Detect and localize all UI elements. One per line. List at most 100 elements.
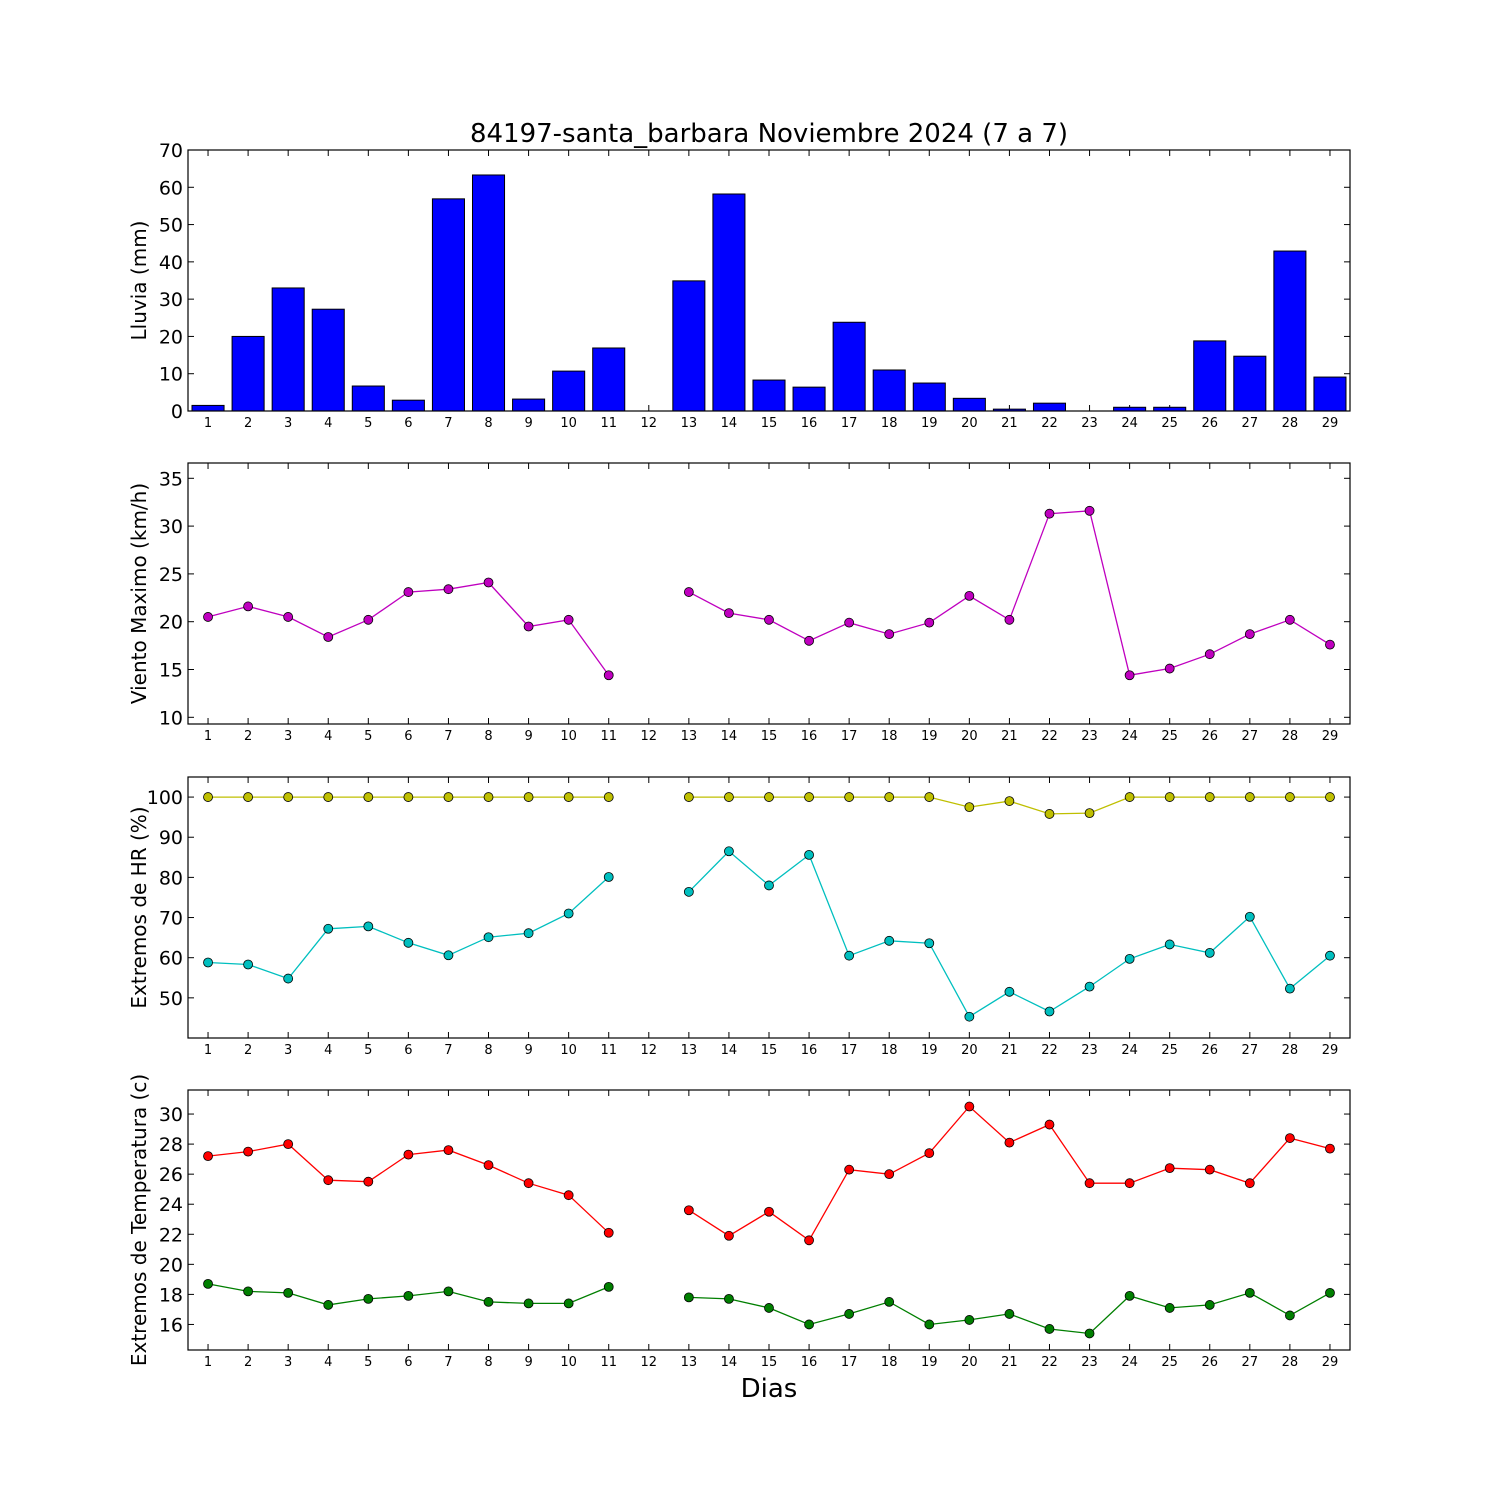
- humidity-xtick-label: 17: [841, 1043, 858, 1058]
- temperature-xtick-label: 5: [364, 1355, 372, 1370]
- temperature-series-1-point: [1164, 1303, 1175, 1313]
- humidity-xtick-label: 7: [444, 1043, 452, 1058]
- rainfall-xtick-label: 26: [1201, 416, 1218, 431]
- humidity-series-1-point: [283, 973, 294, 984]
- wind-xtick-label: 6: [404, 729, 412, 744]
- rainfall-bar: [471, 174, 506, 412]
- wind-series-0-point: [924, 617, 935, 628]
- rainfall-xtick-label: 7: [444, 416, 452, 431]
- temperature-series-0-point: [1284, 1133, 1295, 1143]
- rainfall-xtick-label: 17: [841, 416, 858, 431]
- humidity-series-0-point: [443, 792, 454, 802]
- wind-xtick-label: 4: [324, 729, 332, 744]
- wind-series-0-point: [724, 608, 734, 618]
- humidity-xtick-label: 20: [961, 1043, 978, 1058]
- temperature-xtick-label: 22: [1041, 1355, 1058, 1370]
- temperature-ytick-label: 18: [159, 1284, 183, 1306]
- temperature-series-1-point: [804, 1319, 814, 1330]
- wind-series-0-point: [1284, 614, 1295, 625]
- temperature-series-0-point: [283, 1139, 294, 1150]
- humidity-series-0-point: [1124, 792, 1135, 802]
- temperature-series-1-point: [884, 1297, 895, 1307]
- humidity-series-1-point: [1084, 981, 1095, 992]
- rainfall-xtick-label: 11: [600, 416, 617, 431]
- temperature-series-1-point: [523, 1298, 534, 1309]
- humidity-series-0-point: [964, 802, 975, 813]
- humidity-series-0-point: [1325, 792, 1335, 802]
- temperature-xtick-label: 19: [921, 1355, 938, 1370]
- humidity-series-1-point: [724, 846, 734, 857]
- wind-series-0-point: [884, 629, 895, 640]
- rainfall-xtick-label: 24: [1121, 416, 1138, 431]
- temperature-ytick-label: 24: [159, 1194, 183, 1216]
- rainfall-ytick-label: 30: [159, 289, 183, 311]
- rainfall-axes-frame: [187, 149, 1351, 412]
- temperature-xtick-label: 17: [841, 1355, 858, 1370]
- temperature-xtick-label: 3: [284, 1355, 292, 1370]
- rainfall-xtick-label: 18: [881, 416, 898, 431]
- wind-series-0-point: [323, 632, 334, 642]
- wind-series-0-point: [764, 614, 774, 625]
- rainfall-ylabel: Lluvia (mm): [127, 221, 151, 341]
- humidity-ytick-label: 90: [159, 827, 183, 849]
- wind-series-0-point: [203, 612, 213, 622]
- humidity-series-1-point: [443, 950, 454, 961]
- wind-xtick-label: 2: [244, 729, 252, 744]
- rainfall-ytick-label: 0: [171, 401, 183, 423]
- temperature-series-1-point: [844, 1309, 855, 1319]
- humidity-series-1-point: [884, 935, 895, 946]
- temperature-series-1-point: [1204, 1300, 1215, 1310]
- humidity-xtick-label: 18: [881, 1043, 898, 1058]
- temperature-series-1-point: [403, 1290, 414, 1301]
- humidity-xtick-label: 14: [721, 1043, 738, 1058]
- humidity-xtick-label: 21: [1001, 1043, 1018, 1058]
- humidity-ytick-label: 50: [159, 988, 183, 1010]
- rainfall-xtick-label: 1: [204, 416, 212, 431]
- rainfall-xtick-label: 5: [364, 416, 372, 431]
- temperature-series-1-point: [1044, 1324, 1055, 1334]
- humidity-series-0-point: [1004, 796, 1015, 806]
- wind-xtick-label: 29: [1322, 729, 1339, 744]
- temperature-series-1-point: [1244, 1287, 1255, 1298]
- humidity-series-0-point: [764, 792, 774, 802]
- humidity-series-1-point: [523, 928, 534, 939]
- rainfall-ytick-label: 50: [159, 215, 183, 237]
- temperature-xlabel: Dias: [741, 1374, 798, 1404]
- rainfall-xtick-label: 13: [681, 416, 698, 431]
- rainfall-bar: [351, 385, 385, 412]
- temperature-xtick-label: 28: [1282, 1355, 1299, 1370]
- rainfall-xtick-label: 21: [1001, 416, 1018, 431]
- wind-xtick-label: 19: [921, 729, 938, 744]
- rainfall-xtick-label: 22: [1041, 416, 1058, 431]
- humidity-series-1-point: [1164, 939, 1175, 950]
- temperature-series-0-point: [203, 1151, 213, 1162]
- temperature-xtick-label: 16: [801, 1355, 818, 1370]
- temperature-xtick-label: 24: [1121, 1355, 1138, 1370]
- rainfall-ytick-label: 70: [159, 140, 183, 162]
- temperature-xtick-label: 7: [444, 1355, 452, 1370]
- wind-series-0-point: [1244, 629, 1255, 640]
- humidity-xtick-label: 24: [1121, 1043, 1138, 1058]
- rainfall-xtick-label: 16: [801, 416, 818, 431]
- humidity-axes-frame: [187, 776, 1351, 1039]
- rainfall-bar: [271, 287, 305, 412]
- wind-ytick-label: 25: [159, 564, 183, 586]
- temperature-series-0-point: [323, 1175, 334, 1186]
- humidity-series-1-point: [1204, 947, 1215, 958]
- wind-series-0-point: [1325, 639, 1335, 650]
- humidity-series-1-point: [243, 959, 254, 970]
- rainfall-xtick-label: 14: [721, 416, 738, 431]
- humidity-series-1-point: [1044, 1006, 1055, 1017]
- temperature-series-1-point: [563, 1298, 574, 1309]
- humidity-series-0-point: [563, 792, 574, 802]
- humidity-xtick-label: 26: [1201, 1043, 1218, 1058]
- temperature-series-1-point: [443, 1286, 454, 1297]
- wind-xtick-label: 8: [484, 729, 492, 744]
- temperature-series-0-point: [1004, 1137, 1015, 1148]
- humidity-series-1-point: [1244, 911, 1255, 922]
- humidity-series-1-point: [964, 1011, 975, 1022]
- temperature-series-1-point: [1004, 1309, 1015, 1319]
- wind-series-0-point: [804, 635, 814, 646]
- rainfall-bar: [832, 321, 866, 412]
- wind-xtick-label: 10: [560, 729, 577, 744]
